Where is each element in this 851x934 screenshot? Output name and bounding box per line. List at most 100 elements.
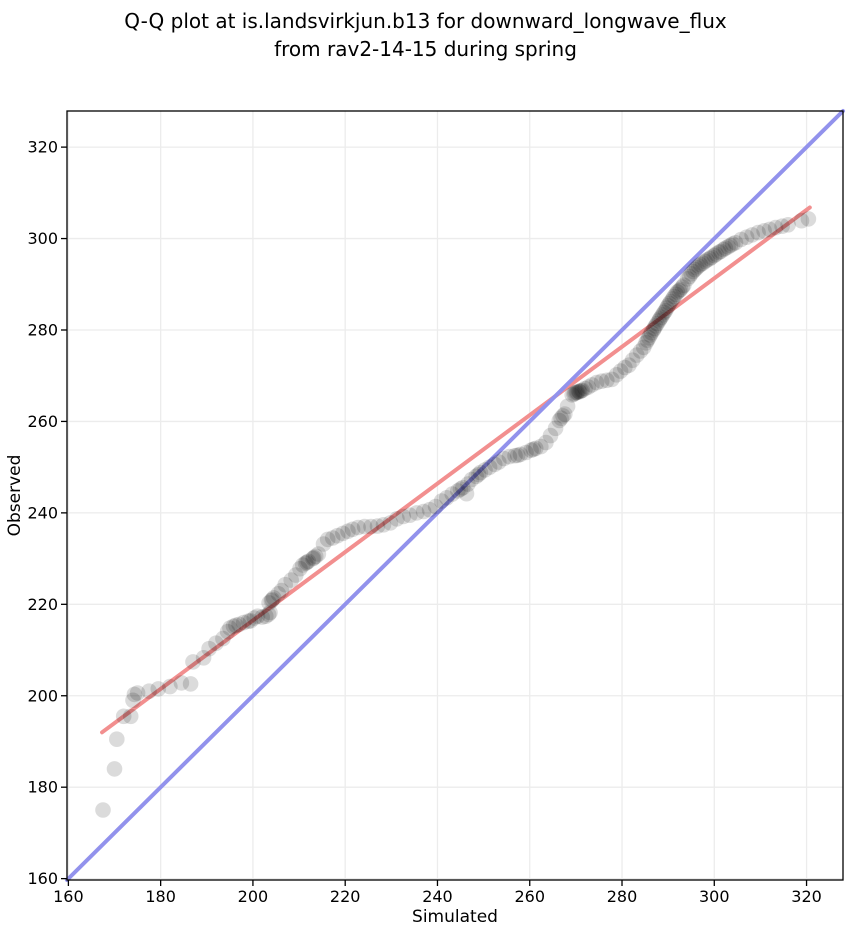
scatter-point (638, 335, 654, 351)
plot-spines (66, 110, 844, 881)
scatter-point (408, 505, 425, 521)
scatter-point (208, 635, 224, 651)
x-tick-label: 260 (514, 887, 545, 906)
scatter-point (242, 613, 259, 629)
scatter-point (389, 511, 405, 527)
scatter-point (663, 293, 679, 310)
scatter-point (219, 623, 236, 640)
scatter-point (283, 572, 300, 588)
scatter-point (427, 498, 444, 515)
scatter-point (584, 377, 600, 393)
scatter-point (468, 468, 485, 485)
scatter-point (141, 683, 157, 699)
scatter-point (162, 678, 178, 695)
scatter-point (486, 456, 503, 473)
scatter-point (538, 434, 554, 451)
scatter-point (182, 676, 199, 692)
scatter-point (669, 284, 686, 300)
scatter-point (225, 618, 242, 635)
scatter-point (567, 385, 583, 401)
scatter-point (305, 550, 321, 567)
reference-lines-layer (65, 109, 845, 882)
scatter-point (715, 241, 732, 258)
scatter-point (491, 454, 507, 470)
scatter-point (564, 387, 580, 403)
scatter-point (697, 253, 713, 270)
scatter-point (263, 592, 280, 609)
scatter-point (523, 442, 539, 459)
scatter-point (254, 609, 270, 625)
scatter-point (344, 521, 361, 538)
scatter-point (571, 383, 588, 400)
scatter-point (654, 307, 671, 323)
scatter-point (699, 252, 715, 268)
scatter-point (444, 486, 461, 502)
scatter-point (240, 613, 257, 629)
scatter-point (617, 359, 633, 376)
scatter-point (555, 408, 571, 424)
scatter-point (501, 448, 518, 465)
scatter-point (681, 268, 698, 285)
x-tick-label: 300 (699, 887, 730, 906)
scatter-point (665, 291, 681, 307)
scatter-point (651, 313, 667, 329)
scatter-point (703, 249, 720, 266)
scatter-point (262, 604, 278, 621)
scatter-point (228, 617, 244, 634)
scatter-point (421, 501, 438, 518)
x-tick-label: 200 (238, 887, 269, 906)
chart-title-line1: Q-Q plot at is.landsvirkjun.b13 for down… (124, 9, 727, 33)
scatter-point (577, 380, 593, 397)
scatter-point (793, 212, 810, 229)
scatter-point (438, 490, 455, 506)
scatter-point (767, 219, 784, 236)
scatter-point (652, 311, 668, 327)
scatter-point (624, 352, 641, 369)
scatter-point (653, 309, 669, 326)
scatter-point (551, 412, 568, 429)
y-axis-label: Observed (5, 455, 25, 537)
scatter-point (656, 304, 672, 321)
scatter-point (295, 557, 311, 573)
scatter-point (261, 595, 277, 611)
chart-title: Q-Q plot at is.landsvirkjun.b13 for down… (0, 7, 851, 63)
scatter-point (265, 590, 282, 606)
scatter-point (738, 229, 755, 245)
scatter-point (780, 217, 796, 233)
scatter-point (647, 318, 664, 334)
scatter-point (573, 383, 589, 399)
scatter-point (122, 708, 139, 725)
scatter-point (363, 518, 379, 535)
scatter-point (125, 692, 141, 709)
identity-line (65, 109, 845, 882)
scatter-point (685, 263, 701, 280)
scatter-point (668, 286, 684, 303)
scatter-point (712, 243, 729, 260)
scatter-point (692, 256, 709, 273)
scatter-point (481, 459, 498, 476)
scatter-point (215, 630, 231, 647)
scatter-point (270, 586, 287, 602)
scatter-points-layer (95, 211, 817, 818)
scatter-point (319, 531, 336, 548)
scatter-point (260, 606, 277, 623)
scatter-point (717, 240, 734, 256)
scatter-point (708, 246, 724, 262)
regression-line (100, 205, 812, 735)
scatter-point (800, 211, 817, 227)
scatter-point (306, 549, 322, 566)
scatter-point (185, 654, 201, 670)
scatter-point (324, 530, 341, 546)
scatter-point (674, 279, 691, 295)
scatter-point (95, 802, 111, 818)
scatter-point (694, 255, 711, 271)
scatter-point (641, 330, 657, 346)
scatter-point (599, 372, 615, 389)
scatter-point (129, 685, 146, 701)
scatter-point (646, 320, 663, 337)
y-tick-label: 160 (27, 869, 58, 888)
scatter-point (106, 761, 123, 777)
scatter-point (477, 462, 493, 478)
